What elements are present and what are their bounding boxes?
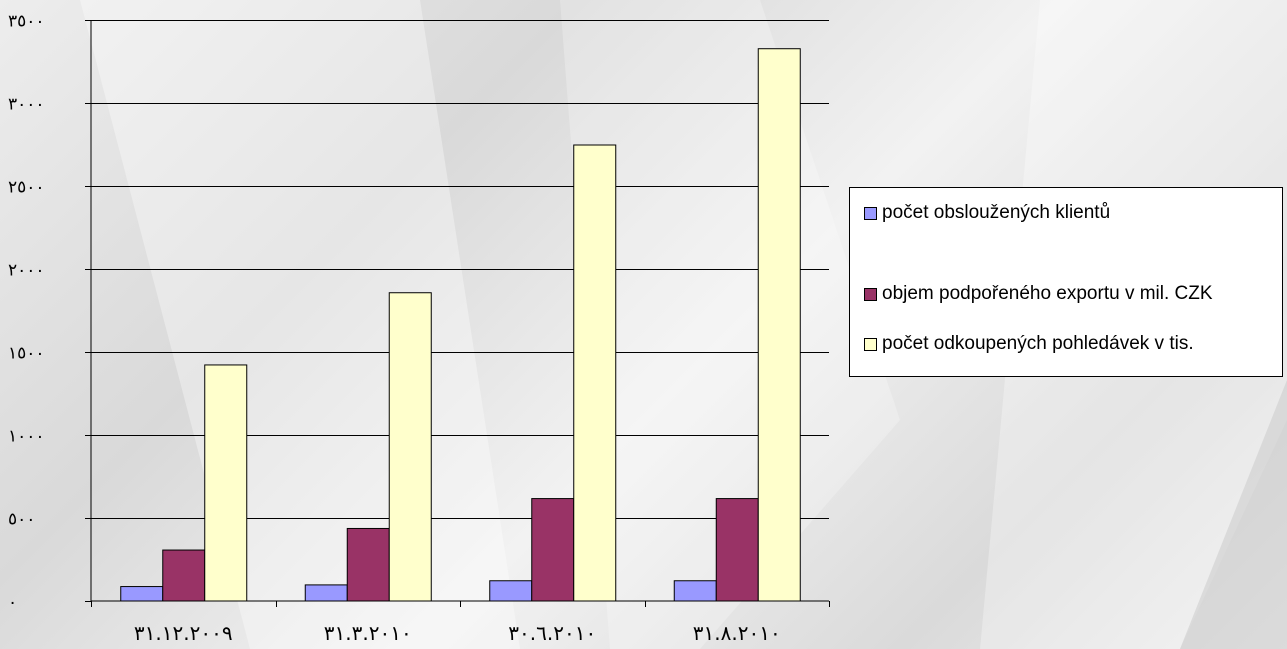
y-tick-label: ١٠٠٠ <box>8 427 45 447</box>
x-tick-labels: ٣١.١٢.٢٠٠٩ ٣١.٣.٢٠١٠ ٣٠.٦.٢٠١٠ ٣١.٨.٢٠١٠ <box>134 621 781 645</box>
y-tick-label: ٣٥٠٠ <box>8 12 45 32</box>
x-tick-label: ٣١.٣.٢٠١٠ <box>324 621 412 645</box>
legend-swatch <box>864 207 877 220</box>
y-tick-labels: ٠ ٥٠٠ ١٠٠٠ ١٥٠٠ ٢٠٠٠ ٢٥٠٠ ٣٠٠٠ ٣٥٠٠ <box>8 12 45 613</box>
legend-item: objem podpořeného exportu v mil. CZK <box>864 281 1272 306</box>
y-tick-label: ٥٠٠ <box>8 510 35 530</box>
legend-label: počet obsloužených klientů <box>882 202 1111 223</box>
bars <box>120 48 801 602</box>
bar <box>162 549 206 602</box>
bar <box>346 527 390 602</box>
legend-swatch <box>864 288 877 301</box>
bar <box>531 498 575 602</box>
bar <box>120 586 164 602</box>
y-tick-label: ٢٠٠٠ <box>8 261 45 281</box>
axes <box>90 20 829 602</box>
bar <box>304 584 348 602</box>
legend-label: počet odkoupených pohledávek v tis. <box>882 333 1194 354</box>
y-tick-label: ٠ <box>8 593 17 613</box>
bar <box>673 580 717 602</box>
x-tick-label: ٣١.٨.٢٠١٠ <box>693 621 781 645</box>
legend: počet obsloužených klientů objem podpoře… <box>849 187 1283 377</box>
x-tick-label: ٣٠.٦.٢٠١٠ <box>508 621 596 645</box>
bar <box>757 48 801 602</box>
bar <box>573 144 617 602</box>
legend-swatch <box>864 338 877 351</box>
y-tick-label: ٣٠٠٠ <box>8 95 45 115</box>
legend-item: počet obsloužených klientů <box>864 200 1282 225</box>
y-tick-label: ١٥٠٠ <box>8 344 45 364</box>
bar <box>715 498 759 602</box>
y-tick-label: ٢٥٠٠ <box>8 178 45 198</box>
x-tick-label: ٣١.١٢.٢٠٠٩ <box>134 621 233 645</box>
bar <box>204 364 248 602</box>
bar <box>489 580 533 602</box>
legend-item: počet odkoupených pohledávek v tis. <box>864 331 1287 356</box>
legend-label: objem podpořeného exportu v mil. CZK <box>882 283 1213 304</box>
bar <box>388 292 432 602</box>
